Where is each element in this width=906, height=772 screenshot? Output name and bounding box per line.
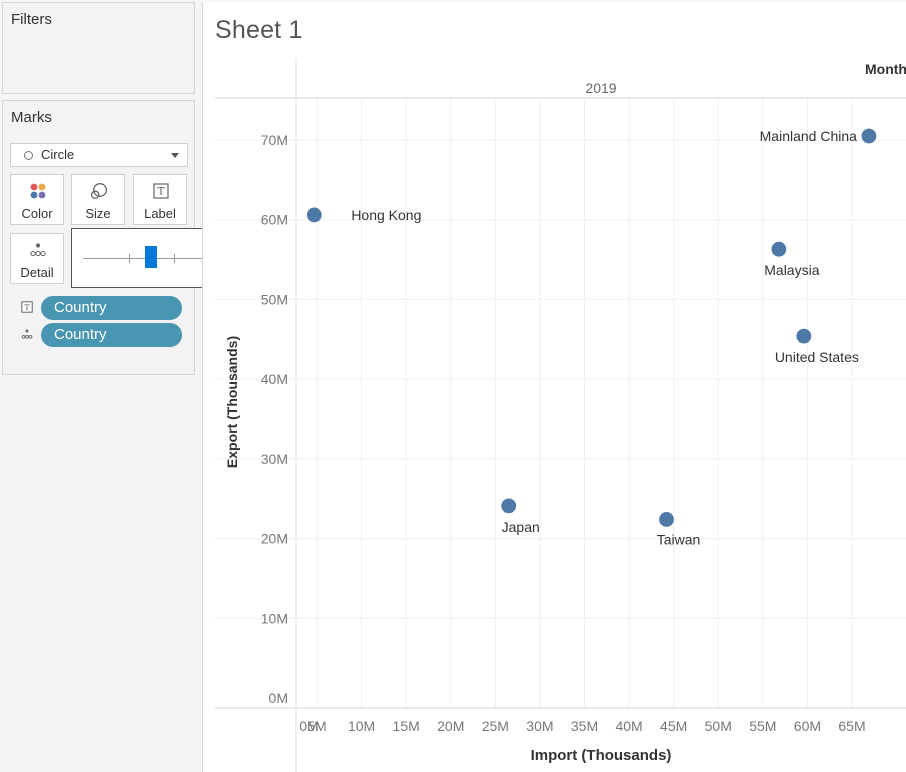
y-tick-label: 20M [261, 531, 288, 547]
country-detail-pill[interactable]: Country [41, 323, 182, 347]
svg-text:T: T [157, 186, 164, 198]
sheet-pane: Sheet 1 Month 2019 0M 10M 20M 30M 40M 50M 60M 7… [202, 2, 906, 772]
size-button[interactable]: Size [71, 174, 125, 225]
label-button-label: Label [144, 206, 176, 221]
y-axis-label: Export (Thousands) [224, 336, 240, 468]
y-tick-label: 60M [261, 212, 288, 228]
size-slider-tick [129, 254, 130, 263]
point-labels: Hong Kong Japan Taiwan Malaysia United State… [351, 128, 859, 547]
label-button[interactable]: T Label [133, 174, 187, 225]
y-tick-label: 50M [261, 291, 288, 307]
data-point[interactable] [306, 207, 322, 223]
left-panel: Filters Marks Circle Color Size T Label [0, 0, 274, 772]
point-label: Mainland China [760, 128, 857, 144]
data-point[interactable] [861, 128, 877, 144]
x-tick-label: 15M [393, 718, 420, 734]
color-dots-icon [30, 183, 46, 199]
data-points[interactable] [306, 128, 877, 527]
x-tick-label: 10M [348, 718, 375, 734]
label-field-row: T Country [14, 296, 185, 320]
country-label-pill[interactable]: Country [41, 296, 182, 320]
size-button-label: Size [85, 206, 111, 221]
x-tick-label: 5M [307, 718, 326, 734]
detail-field-row: Country [14, 323, 185, 347]
month-header: Month [865, 61, 906, 77]
detail-dots-icon [30, 243, 46, 257]
marks-title: Marks [11, 109, 52, 126]
x-tick-label: 20M [437, 718, 464, 734]
detail-button-label: Detail [20, 265, 54, 280]
x-tick-label: 55M [749, 718, 776, 734]
mark-type-value: Circle [41, 147, 75, 162]
data-point[interactable] [771, 241, 787, 257]
x-axis-label: Import (Thousands) [531, 747, 672, 764]
x-tick-label: 50M [705, 718, 732, 734]
y-tick-label: 30M [261, 451, 288, 467]
point-label: Malaysia [764, 262, 819, 278]
color-button[interactable]: Color [10, 174, 64, 225]
y-tick-label: 40M [261, 371, 288, 387]
x-tick-label: 30M [526, 718, 553, 734]
y-tick-label: 0M [269, 690, 288, 706]
x-tick-label: 25M [482, 718, 509, 734]
x-tick-label: 45M [660, 718, 687, 734]
size-slider-tick [174, 254, 175, 263]
y-axis-ticks: 0M 10M 20M 30M 40M 50M 60M 70M [261, 132, 288, 706]
data-point[interactable] [659, 512, 674, 527]
color-button-label: Color [21, 206, 53, 221]
detail-button[interactable]: Detail [10, 233, 64, 284]
size-circles-icon [90, 183, 107, 200]
filters-title: Filters [11, 11, 52, 28]
axis-lines [215, 59, 906, 772]
sheet-title: Sheet 1 [215, 16, 303, 44]
y-tick-label: 10M [261, 610, 288, 626]
filters-shelf[interactable]: Filters [2, 2, 195, 94]
year-header: 2019 [585, 80, 616, 96]
text-label-icon: T [153, 183, 169, 199]
y-tick-label: 70M [261, 132, 288, 148]
x-tick-label: 35M [571, 718, 598, 734]
point-label: Japan [502, 519, 540, 535]
data-point[interactable] [796, 328, 812, 344]
x-tick-label: 0M [299, 718, 318, 734]
chevron-down-icon[interactable] [171, 153, 179, 158]
size-slider-thumb[interactable] [145, 246, 158, 268]
text-label-icon: T [21, 301, 33, 313]
size-slider-track[interactable] [83, 258, 262, 259]
circle-icon [24, 151, 33, 160]
svg-text:T: T [24, 303, 30, 312]
x-tick-label: 60M [794, 718, 821, 734]
x-tick-label: 40M [615, 718, 642, 734]
gridlines [215, 99, 906, 708]
data-point[interactable] [501, 498, 517, 514]
detail-dots-icon [21, 329, 33, 339]
mark-type-dropdown[interactable]: Circle [10, 143, 188, 167]
point-label: Hong Kong [351, 207, 421, 223]
x-tick-label: 65M [838, 718, 865, 734]
point-label: United States [775, 349, 859, 365]
point-label: Taiwan [657, 531, 701, 547]
